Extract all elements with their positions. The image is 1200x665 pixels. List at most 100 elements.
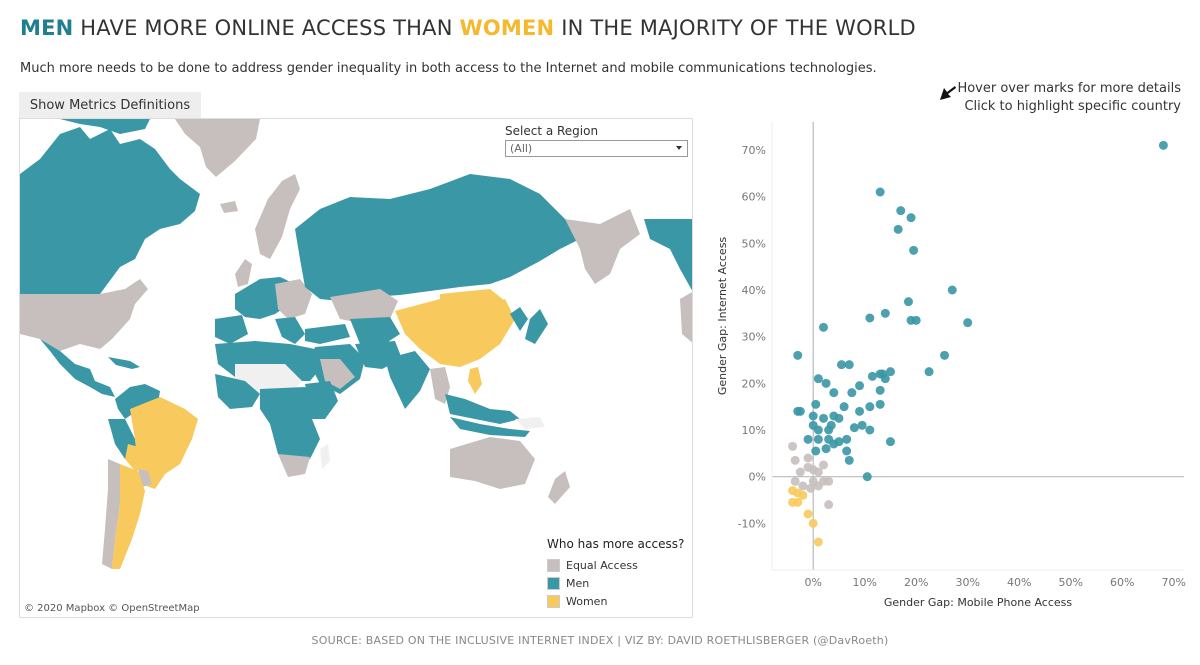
scatter-point-men[interactable] bbox=[875, 385, 885, 395]
indonesia bbox=[450, 417, 530, 437]
scatter-point-men[interactable] bbox=[813, 434, 823, 444]
scatter-point-equal-access[interactable] bbox=[824, 476, 834, 486]
sahara-nodata bbox=[235, 364, 302, 394]
scatter-point-equal-access[interactable] bbox=[795, 467, 805, 477]
scatter-point-women[interactable] bbox=[793, 497, 803, 507]
legend-item-men[interactable]: Men bbox=[547, 574, 684, 592]
scatter-point-men[interactable] bbox=[865, 313, 875, 323]
scatter-point-equal-access[interactable] bbox=[788, 441, 798, 451]
region-filter: Select a Region (All) bbox=[505, 124, 688, 157]
southeast-asia bbox=[445, 394, 520, 424]
scatter-point-men[interactable] bbox=[847, 388, 857, 398]
scatter-point-men[interactable] bbox=[811, 399, 821, 409]
chevron-down-icon bbox=[676, 146, 682, 150]
scatter-point-men[interactable] bbox=[855, 406, 865, 416]
scatter-point-equal-access[interactable] bbox=[824, 500, 834, 510]
scatter-point-men[interactable] bbox=[829, 439, 839, 449]
scatter-point-men[interactable] bbox=[795, 406, 805, 416]
scatter-point-men[interactable] bbox=[963, 318, 973, 328]
scatter-point-men[interactable] bbox=[844, 360, 854, 370]
x-tick-label: 30% bbox=[955, 576, 979, 589]
scatter-point-men[interactable] bbox=[862, 472, 872, 482]
scatter-point-men[interactable] bbox=[1158, 140, 1168, 150]
y-tick-label: 40% bbox=[742, 284, 766, 297]
legend-swatch-women bbox=[547, 594, 560, 608]
scatter-point-men[interactable] bbox=[834, 413, 844, 423]
scatter-point-equal-access[interactable] bbox=[790, 476, 800, 486]
scatter-point-men[interactable] bbox=[803, 434, 813, 444]
scatter-point-men[interactable] bbox=[819, 322, 828, 332]
scatter-point-men[interactable] bbox=[875, 187, 885, 197]
scatter-chart[interactable]: 0% 10% 20% 30% 40% 50% 60% 70% -10% 0% 10% 20% 30% 40… bbox=[708, 118, 1186, 618]
scatter-point-equal-access[interactable] bbox=[806, 483, 816, 493]
scatter-point-men[interactable] bbox=[903, 297, 913, 307]
scatter-point-men[interactable] bbox=[844, 455, 854, 465]
scatter-point-equal-access[interactable] bbox=[798, 481, 808, 491]
scatter-point-women[interactable] bbox=[808, 518, 818, 528]
scatter-point-women[interactable] bbox=[803, 509, 813, 519]
chukotka bbox=[644, 219, 692, 291]
scatter-point-men[interactable] bbox=[842, 434, 852, 444]
scatter-point-men[interactable] bbox=[885, 437, 895, 447]
scatter-point-men[interactable] bbox=[911, 315, 921, 325]
scatter-point-men[interactable] bbox=[829, 388, 839, 398]
scatter-point-men[interactable] bbox=[909, 245, 919, 255]
legend-title: Who has more access? bbox=[547, 537, 685, 551]
scatter-point-equal-access[interactable] bbox=[790, 455, 800, 465]
x-tick-label: 20% bbox=[904, 576, 928, 589]
scatter-point-men[interactable] bbox=[865, 425, 875, 435]
iberia bbox=[215, 315, 248, 344]
legend-label-men: Men bbox=[566, 576, 590, 590]
scatter-point-men[interactable] bbox=[821, 378, 831, 388]
scatter-point-men[interactable] bbox=[808, 411, 818, 421]
scatter-point-men[interactable] bbox=[849, 423, 859, 433]
scatter-point-men[interactable] bbox=[940, 350, 950, 360]
world-map[interactable]: Select a Region (All) Who has more acces… bbox=[19, 118, 693, 618]
usa bbox=[20, 279, 148, 351]
scandinavia bbox=[255, 174, 300, 259]
central-europe bbox=[275, 279, 312, 319]
scatter-point-men[interactable] bbox=[819, 413, 828, 423]
scatter-point-women[interactable] bbox=[813, 537, 823, 547]
scatter-point-men[interactable] bbox=[839, 402, 849, 412]
scatter-point-men[interactable] bbox=[885, 367, 895, 377]
scatter-point-men[interactable] bbox=[855, 381, 865, 391]
mexico bbox=[40, 339, 115, 397]
page-title: MEN HAVE MORE ONLINE ACCESS THAN WOMEN I… bbox=[20, 16, 916, 40]
x-axis-title: Gender Gap: Mobile Phone Access bbox=[884, 596, 1073, 609]
region-select-dropdown[interactable]: (All) bbox=[505, 140, 688, 157]
scatter-point-men[interactable] bbox=[813, 425, 823, 435]
colombia-venezuela bbox=[115, 384, 160, 419]
scatter-point-men[interactable] bbox=[906, 213, 916, 223]
scatter-point-men[interactable] bbox=[924, 367, 934, 377]
scatter-point-men[interactable] bbox=[875, 399, 885, 409]
y-tick-label: 70% bbox=[742, 144, 766, 157]
y-tick-label: 0% bbox=[749, 471, 766, 484]
scatter-point-men[interactable] bbox=[821, 444, 831, 454]
scatter-point-equal-access[interactable] bbox=[803, 453, 813, 463]
legend-item-women[interactable]: Women bbox=[547, 592, 684, 610]
scatter-point-men[interactable] bbox=[826, 420, 836, 430]
scatter-point-equal-access[interactable] bbox=[813, 467, 823, 477]
legend-swatch-men bbox=[547, 576, 560, 590]
scatter-point-men[interactable] bbox=[857, 420, 867, 430]
scatter-point-men[interactable] bbox=[842, 446, 852, 456]
scatter-point-men[interactable] bbox=[865, 402, 875, 412]
scatter-point-men[interactable] bbox=[880, 374, 890, 384]
scatter-point-men[interactable] bbox=[893, 224, 903, 234]
scatter-point-men[interactable] bbox=[813, 374, 823, 384]
scatter-point-men[interactable] bbox=[947, 285, 957, 295]
scatter-point-women[interactable] bbox=[798, 490, 808, 500]
scatter-point-men[interactable] bbox=[880, 308, 890, 318]
map-canvas[interactable] bbox=[20, 119, 693, 618]
scatter-point-men[interactable] bbox=[867, 371, 877, 381]
show-metrics-definitions-button[interactable]: Show Metrics Definitions bbox=[19, 92, 201, 118]
scatter-point-equal-access[interactable] bbox=[819, 460, 828, 470]
scatter-point-men[interactable] bbox=[793, 350, 803, 360]
east-africa bbox=[305, 381, 338, 419]
legend-item-equal[interactable]: Equal Access bbox=[547, 556, 684, 574]
scatter-point-men[interactable] bbox=[896, 206, 906, 216]
scatter-point-men[interactable] bbox=[811, 446, 821, 456]
scatter-point-men[interactable] bbox=[837, 360, 847, 370]
papua bbox=[515, 417, 545, 429]
